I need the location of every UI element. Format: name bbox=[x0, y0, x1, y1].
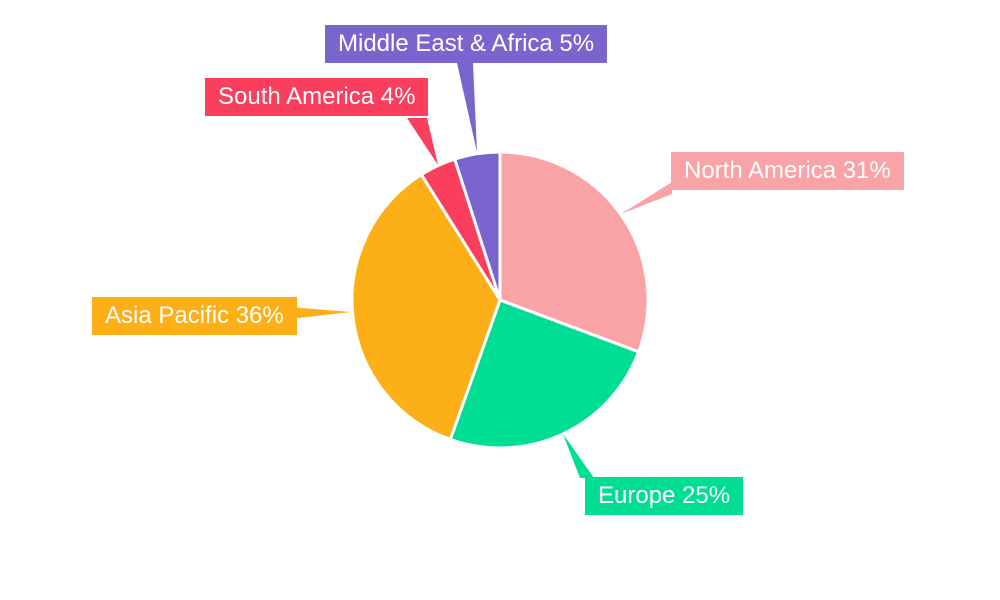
pie-slice-europe[interactable] bbox=[448, 298, 641, 450]
callout-line-middle-east-africa bbox=[457, 63, 477, 152]
label-middle-east-africa: Middle East & Africa 5% bbox=[325, 25, 608, 63]
pie-slice-asia-pacific[interactable] bbox=[350, 173, 502, 441]
label-europe: Europe 25% bbox=[585, 477, 744, 515]
callout-line-asia-pacific bbox=[290, 307, 351, 319]
callout-lines bbox=[290, 63, 672, 478]
pie-slice-north-america[interactable] bbox=[498, 150, 650, 354]
pie-slices bbox=[350, 150, 650, 450]
callout-line-south-america bbox=[407, 118, 438, 165]
pie-slice-middle-east-africa[interactable] bbox=[453, 150, 502, 302]
callout-line-europe bbox=[563, 434, 594, 478]
label-south-america: South America 4% bbox=[205, 78, 429, 116]
callout-line-north-america bbox=[621, 182, 672, 214]
label-north-america: North America 31% bbox=[671, 152, 904, 190]
label-asia-pacific: Asia Pacific 36% bbox=[92, 297, 297, 335]
